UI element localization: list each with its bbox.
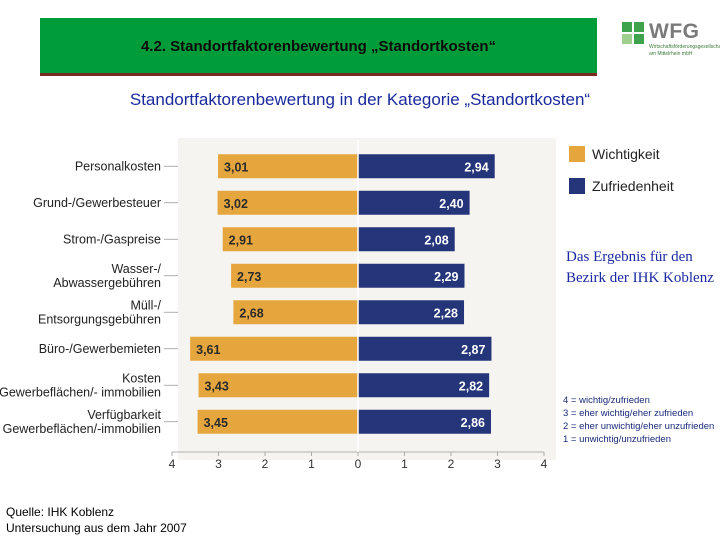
logo-subtitle: Wirtschaftsförderungsgesellschaft am Mit…	[649, 44, 720, 57]
logo-mark-icon	[622, 22, 644, 44]
importance-bar	[222, 227, 358, 252]
scale-legend-item: 3 = eher wichtig/eher zufrieden	[563, 408, 693, 419]
x-tick-label: 3	[494, 457, 501, 471]
importance-bar	[218, 154, 358, 179]
legend-label: Zufriedenheit	[592, 178, 674, 194]
category-label: Verfügbarkeit Gewerbeflächen/-immobilien	[3, 408, 162, 436]
x-tick-label: 1	[308, 457, 315, 471]
importance-bar	[233, 300, 358, 325]
x-tick-label: 1	[401, 457, 408, 471]
satisfaction-bar	[358, 373, 490, 398]
importance-value-label: 3,01	[224, 160, 248, 174]
importance-value-label: 2,91	[229, 233, 253, 247]
importance-bar	[197, 409, 358, 434]
satisfaction-value-label: 2,40	[439, 197, 463, 211]
logo-text: WFG	[649, 20, 700, 43]
legend-satisfaction-swatch	[569, 178, 585, 194]
satisfaction-value-label: 2,87	[461, 343, 485, 357]
importance-bar	[217, 190, 358, 215]
importance-value-label: 2,68	[239, 306, 263, 320]
satisfaction-bar	[358, 263, 465, 288]
importance-value-label: 3,45	[204, 416, 228, 430]
legend-label: Wichtigkeit	[592, 146, 660, 162]
x-tick-label: 4	[541, 457, 548, 471]
x-tick-label: 3	[215, 457, 222, 471]
category-label: Grund-/Gewerbesteuer	[33, 196, 161, 210]
category-label: Müll-/Entsorgungsgebühren	[38, 298, 162, 326]
satisfaction-bar	[358, 336, 492, 361]
satisfaction-value-label: 2,29	[434, 270, 458, 284]
wfg-logo: WFG Wirtschaftsförderungsgesellschaft am…	[622, 20, 720, 68]
scale-legend-item: 4 = wichtig/zufrieden	[563, 395, 650, 406]
x-tick-label: 2	[448, 457, 455, 471]
importance-value-label: 3,02	[224, 197, 248, 211]
x-tick-label: 4	[169, 457, 176, 471]
scale-legend-item: 1 = unwichtig/unzufrieden	[563, 434, 671, 445]
source-note: Quelle: IHK Koblenz Untersuchung aus dem…	[6, 504, 187, 536]
category-label: Personalkosten	[75, 159, 161, 173]
satisfaction-value-label: 2,82	[459, 379, 483, 393]
header-banner: 4.2. Standortfaktorenbewertung „Standort…	[40, 18, 597, 76]
result-note: Das Ergebnis für den Bezirk der IHK Kobl…	[566, 249, 714, 286]
legend-importance-swatch	[569, 146, 585, 162]
x-tick-label: 2	[262, 457, 269, 471]
satisfaction-bar	[358, 190, 470, 215]
importance-bar	[190, 336, 358, 361]
importance-bar	[231, 263, 358, 288]
category-label: Büro-/Gewerbemieten	[39, 342, 161, 356]
satisfaction-bar	[358, 409, 491, 434]
x-tick-label: 0	[355, 457, 362, 471]
satisfaction-value-label: 2,28	[434, 306, 458, 320]
category-label: Kosten Gewerbeflächen/- immobilien	[0, 371, 161, 399]
importance-bar	[198, 373, 358, 398]
satisfaction-value-label: 2,94	[464, 160, 488, 174]
importance-value-label: 3,43	[205, 379, 229, 393]
category-label: Wasser-/Abwassergebühren	[53, 262, 161, 290]
satisfaction-value-label: 2,86	[461, 416, 485, 430]
importance-value-label: 3,61	[196, 343, 220, 357]
header-title: 4.2. Standortfaktorenbewertung „Standort…	[140, 38, 497, 55]
scale-legend-item: 2 = eher unwichtig/eher unzufrieden	[563, 421, 714, 432]
butterfly-bar-chart: Personalkosten Grund-/Gewerbesteuer Strom-…	[0, 130, 720, 480]
source-line-2: Untersuchung aus dem Jahr 2007	[6, 521, 187, 535]
source-line-1: Quelle: IHK Koblenz	[6, 505, 115, 519]
satisfaction-bar	[358, 227, 455, 252]
category-label: Strom-/Gaspreise	[63, 232, 161, 246]
satisfaction-value-label: 2,08	[424, 233, 448, 247]
slide-subtitle: Standortfaktorenbewertung in der Kategor…	[129, 90, 591, 109]
satisfaction-bar	[358, 154, 495, 179]
importance-value-label: 2,73	[237, 270, 261, 284]
satisfaction-bar	[358, 300, 465, 325]
